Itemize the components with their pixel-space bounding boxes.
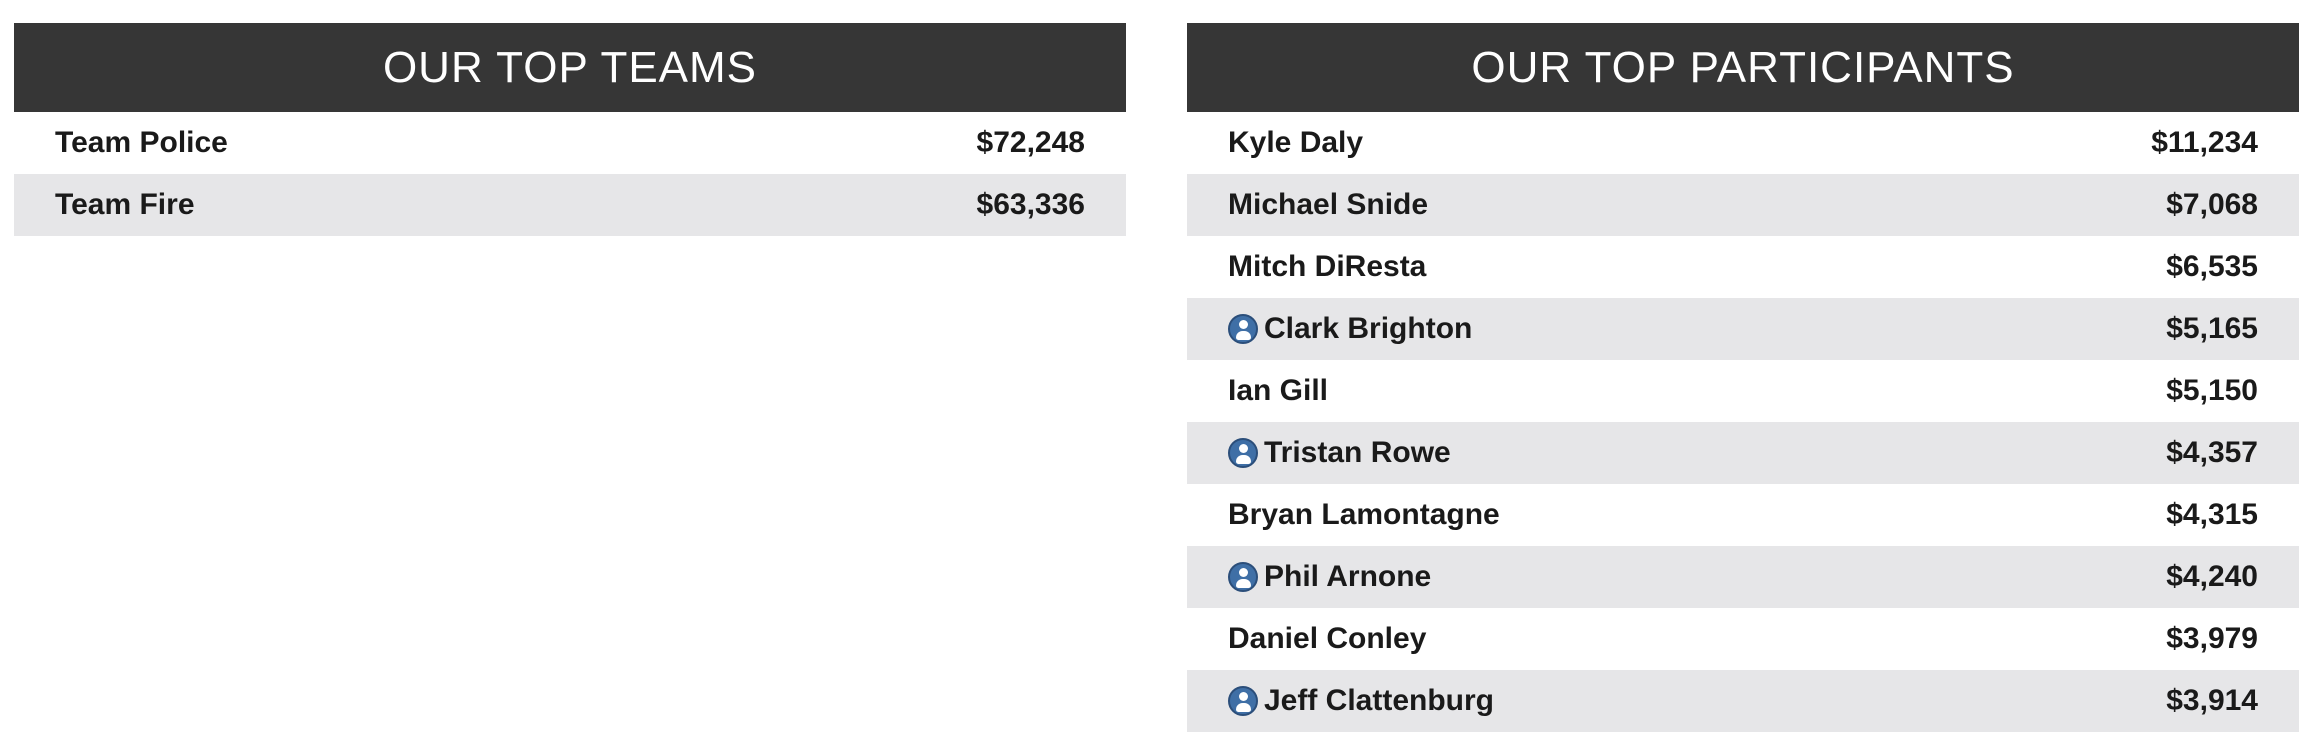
participant-row[interactable]: Kyle Daly $11,234	[1187, 112, 2299, 174]
participant-row[interactable]: Bryan Lamontagne $4,315	[1187, 484, 2299, 546]
participant-name-text: Daniel Conley	[1228, 622, 1427, 655]
team-name: Team Fire	[55, 188, 195, 221]
team-row[interactable]: Team Fire $63,336	[14, 174, 1126, 236]
participant-row[interactable]: Phil Arnone $4,240	[1187, 546, 2299, 608]
participant-amount: $11,234	[2151, 126, 2258, 159]
team-name: Team Police	[55, 126, 228, 159]
participant-name: Daniel Conley	[1228, 622, 1426, 656]
participant-row[interactable]: Clark Brighton $5,165	[1187, 298, 2299, 360]
participant-name: Michael Snide	[1228, 188, 1428, 222]
team-captain-icon	[1228, 562, 1258, 592]
participant-name-text: Mitch DiResta	[1228, 250, 1427, 283]
participant-row[interactable]: Ian Gill $5,150	[1187, 360, 2299, 422]
top-teams-title: OUR TOP TEAMS	[382, 42, 758, 92]
participant-name-text: Ian Gill	[1228, 374, 1329, 407]
team-captain-icon	[1228, 438, 1258, 468]
participant-amount: $7,068	[2166, 188, 2258, 221]
participant-name-text: Tristan Rowe	[1264, 436, 1451, 469]
top-teams-panel: OUR TOP TEAMS Team Police $72,248 Team F…	[14, 23, 1126, 236]
participant-row[interactable]: Tristan Rowe $4,357	[1187, 422, 2299, 484]
participant-name: Kyle Daly	[1228, 126, 1363, 160]
top-participants-header: OUR TOP PARTICIPANTS	[1187, 23, 2299, 112]
participant-name: Clark Brighton	[1228, 312, 1472, 346]
participant-name-text: Phil Arnone	[1264, 560, 1432, 593]
participant-name: Mitch DiResta	[1228, 250, 1426, 284]
participant-row[interactable]: Michael Snide $7,068	[1187, 174, 2299, 236]
participant-row[interactable]: Mitch DiResta $6,535	[1187, 236, 2299, 298]
participant-name: Ian Gill	[1228, 374, 1328, 408]
participant-row[interactable]: Jeff Clattenburg $3,914	[1187, 670, 2299, 732]
participant-amount: $3,914	[2166, 684, 2258, 717]
team-captain-icon	[1228, 314, 1258, 344]
participant-name: Tristan Rowe	[1228, 436, 1451, 470]
participant-name-text: Clark Brighton	[1264, 312, 1473, 345]
team-captain-icon	[1228, 686, 1258, 716]
top-teams-header: OUR TOP TEAMS	[14, 23, 1126, 112]
top-participants-title: OUR TOP PARTICIPANTS	[1471, 42, 2015, 92]
participant-name: Phil Arnone	[1228, 560, 1431, 594]
participant-row[interactable]: Daniel Conley $3,979	[1187, 608, 2299, 670]
team-amount: $72,248	[976, 126, 1085, 159]
participant-name: Bryan Lamontagne	[1228, 498, 1500, 532]
participant-name-text: Kyle Daly	[1228, 126, 1364, 159]
participant-amount: $4,357	[2166, 436, 2258, 469]
participant-name: Jeff Clattenburg	[1228, 684, 1494, 718]
participant-amount: $5,165	[2166, 312, 2258, 345]
team-row[interactable]: Team Police $72,248	[14, 112, 1126, 174]
participant-amount: $5,150	[2166, 374, 2258, 407]
participant-amount: $3,979	[2166, 622, 2258, 655]
participant-name-text: Bryan Lamontagne	[1228, 498, 1500, 531]
participant-name-text: Michael Snide	[1228, 188, 1429, 221]
participant-amount: $4,240	[2166, 560, 2258, 593]
team-amount: $63,336	[976, 188, 1085, 221]
participant-amount: $6,535	[2166, 250, 2258, 283]
participant-name-text: Jeff Clattenburg	[1264, 684, 1495, 717]
participant-amount: $4,315	[2166, 498, 2258, 531]
top-participants-panel: OUR TOP PARTICIPANTS Kyle Daly $11,234 M…	[1187, 23, 2299, 732]
